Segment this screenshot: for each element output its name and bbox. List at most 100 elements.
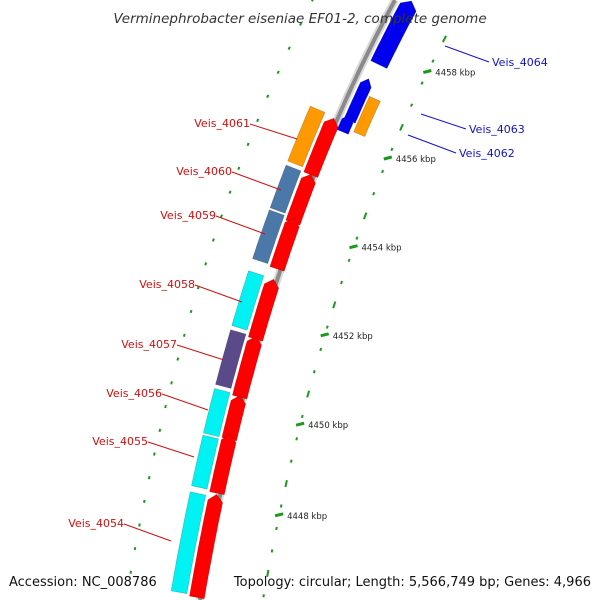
outer-tick-mark (289, 459, 293, 463)
gene-veis-4064-arrow (370, 0, 417, 69)
outer-tick-mark (300, 414, 304, 419)
inner-tick-mark (299, 22, 303, 26)
label-layer: Veis_4061 Veis_4060 Veis_4059 Veis_4058 Veis… (68, 45, 548, 542)
outer-tick-mark (325, 325, 329, 329)
gene-veis-4056-box (203, 388, 231, 438)
outer-tick-mark (399, 123, 404, 131)
gene-label-veis-4057: Veis_4057 (121, 338, 177, 351)
leader-line (249, 123, 298, 140)
inner-tick-mark (147, 476, 151, 480)
gene-veis-4062b-arrow (336, 114, 354, 135)
gene-label-veis-4060: Veis_4060 (176, 165, 232, 178)
map-title: Verminephrobacter eiseniae EF01-2, compl… (113, 11, 486, 27)
inner-tick-mark (276, 70, 280, 75)
kbp-tick-label: 4458 kbp (435, 69, 475, 79)
outer-tick-mark (270, 549, 274, 553)
inner-tick-mark (153, 452, 156, 456)
outer-tick-mark (275, 526, 278, 531)
inner-tick-mark (133, 546, 137, 551)
kbp-major-tick (383, 155, 393, 161)
outer-tick-mark (332, 301, 337, 309)
leader-line (231, 171, 282, 191)
inner-tick-mark (138, 523, 141, 527)
outer-tick-mark (420, 81, 424, 85)
gene-veis-4058-box (231, 270, 265, 331)
gene-label-veis-4059: Veis_4059 (160, 209, 216, 222)
inner-tick-mark (266, 94, 270, 99)
inner-tick-mark (158, 428, 162, 433)
gene-label-veis-4061: Veis_4061 (194, 117, 250, 130)
feature-track (170, 0, 417, 600)
outer-tick-mark (312, 370, 316, 374)
leader-line (176, 344, 225, 361)
inner-tick-mark (143, 499, 146, 504)
forward-gene-arrow (189, 493, 223, 600)
kbp-tick-label: 4454 kbp (362, 244, 402, 254)
gene-veis-4063-box (353, 95, 381, 137)
leader-line (407, 134, 457, 154)
leader-line (123, 523, 172, 542)
outer-tick-mark (279, 504, 283, 508)
outer-tick-mark (355, 236, 359, 240)
outer-tick-mark (390, 147, 394, 152)
leader-line (215, 215, 266, 235)
outer-tick-mark (362, 212, 368, 220)
outer-tick-mark (284, 479, 288, 488)
inner-tick-mark (189, 309, 193, 314)
outer-tick-mark (266, 569, 270, 577)
kbp-tick-label: 4448 kbp (287, 512, 327, 522)
inner-tick-mark (129, 570, 132, 574)
gene-veis-4054-box (170, 491, 207, 594)
outer-tick-mark (409, 103, 414, 107)
kbp-tick-label: 4456 kbp (396, 155, 436, 165)
topology-text: Topology: circular; Length: 5,566,749 bp… (233, 575, 591, 590)
gene-label-veis-4056: Veis_4056 (106, 387, 162, 400)
inner-tick-mark (311, 0, 314, 2)
kbp-tick-label: 4452 kbp (333, 332, 373, 342)
inner-tick-mark (246, 142, 250, 147)
gene-label-veis-4058: Veis_4058 (139, 278, 195, 291)
outer-tick-mark (306, 390, 311, 398)
outer-tick-mark (340, 280, 343, 285)
inner-tick-mark (287, 46, 291, 50)
outer-tick-mark (372, 191, 376, 196)
outer-tick-mark (441, 35, 447, 43)
leader-line (147, 441, 195, 458)
accession-text: Accession: NC_008786 (9, 575, 157, 590)
kbp-major-tick (295, 421, 305, 427)
gene-label-veis-4063: Veis_4063 (469, 123, 525, 136)
forward-gene-arrow (209, 434, 237, 496)
kbp-major-tick (349, 244, 358, 250)
leader-line (161, 393, 209, 411)
inner-tick-mark (228, 190, 232, 194)
kbp-major-tick (422, 69, 432, 74)
gene-label-veis-4054: Veis_4054 (68, 517, 124, 530)
forward-gene-arrow (269, 217, 300, 272)
inner-tick-mark (164, 404, 167, 409)
inner-tick-mark (176, 357, 180, 361)
inner-tick-mark (211, 238, 215, 242)
gene-veis-4057-box (215, 329, 247, 389)
outer-tick-mark (319, 347, 323, 352)
leader-line (194, 284, 243, 303)
leader-line (444, 45, 490, 63)
inner-tick-mark (182, 333, 186, 337)
outer-tick-mark (262, 594, 265, 598)
outer-tick-mark (381, 169, 385, 174)
kbp-major-tick (320, 332, 330, 338)
gene-label-veis-4062: Veis_4062 (459, 147, 515, 160)
inner-tick-mark (256, 118, 260, 123)
outer-tick-mark (347, 258, 351, 263)
gene-label-veis-4055: Veis_4055 (92, 435, 148, 448)
inner-tick-mark (220, 214, 223, 218)
gene-veis-4061-box (287, 105, 326, 168)
leader-line (420, 113, 467, 130)
inner-tick-mark (237, 166, 241, 171)
gene-label-veis-4064: Veis_4064 (492, 56, 548, 69)
inner-tick-mark (170, 381, 173, 385)
outer-tick-mark (431, 59, 435, 63)
kbp-major-tick (274, 512, 284, 518)
tick-ring: 4458 kbp 4456 kbp 4454 kbp 4452 kbp 4450 kbp… (129, 0, 475, 598)
